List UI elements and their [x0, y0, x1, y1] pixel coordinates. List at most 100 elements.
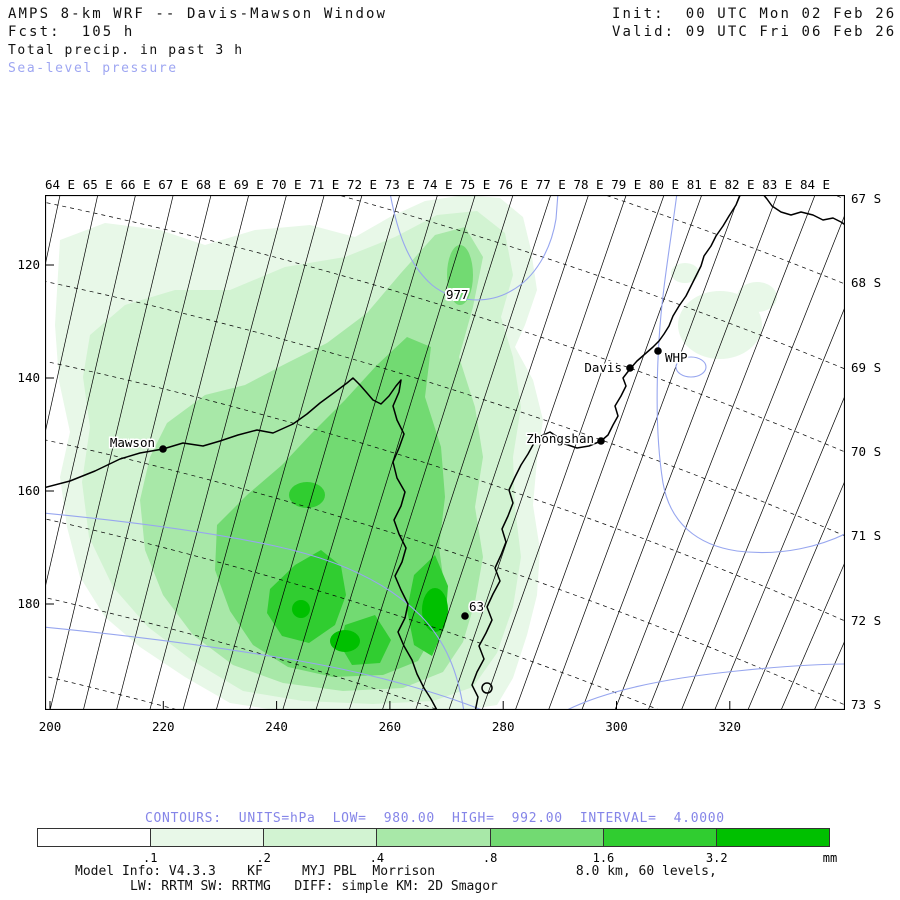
meridian-line	[747, 479, 845, 710]
meridian-line	[315, 195, 476, 710]
axis-label-lon: 73 E	[384, 177, 415, 192]
axis-label-lon: 82 E	[724, 177, 755, 192]
axis-label-lat: 69 S	[851, 359, 882, 375]
forecast-hour-label: Fcst: 105 h	[8, 24, 135, 40]
colorbar-cell	[264, 829, 378, 846]
colorbar-cell	[603, 829, 717, 846]
station-markers: Mawson Davis WHP Zhongshan 63	[108, 347, 689, 620]
axis-label-lon: 65 E	[82, 177, 113, 192]
colorbar-cell	[38, 829, 152, 846]
axis-label-grid-x: 260	[378, 719, 402, 734]
station-label-mawson: Mawson	[110, 435, 155, 450]
meridian-line	[681, 306, 845, 710]
valid-time-label: Valid: 09 UTC Fri 06 Feb 26	[612, 24, 897, 40]
station-marker-mawson	[159, 445, 167, 453]
meridian-line	[45, 195, 99, 435]
colorbar-tick-label: 3.2	[705, 851, 728, 865]
meridian-line	[813, 639, 845, 710]
meridian-line	[381, 195, 552, 710]
meridian-line	[514, 195, 703, 710]
meridian-line	[448, 195, 627, 710]
precipitation-shading	[55, 195, 777, 710]
map-text: 977	[444, 285, 471, 304]
meridian-line	[647, 213, 845, 710]
colorbar-cell	[151, 829, 265, 846]
axis-ticks	[45, 264, 731, 710]
meridian-line	[215, 195, 363, 710]
axis-label-lon: 71 E	[309, 177, 340, 192]
meridian-line	[348, 195, 514, 710]
axis-label-grid-x: 220	[152, 719, 175, 734]
axis-label-grid-x: 320	[718, 719, 742, 734]
axis-label-lon: 70 E	[271, 177, 302, 192]
map-frame: Mawson Davis WHP Zhongshan 63 977	[44, 194, 846, 711]
meridian-line	[780, 561, 845, 710]
axis-label-grid-x: 280	[491, 719, 515, 734]
axis-label-lon: 78 E	[573, 177, 604, 192]
meridian-line	[282, 195, 438, 710]
station-label-63: 63	[469, 599, 484, 614]
meridian-line	[614, 195, 816, 710]
axis-label-lat: 68 S	[851, 275, 882, 291]
axis-label-grid-y: 160	[17, 483, 40, 498]
axis-label-lon: 79 E	[611, 177, 642, 192]
axis-label-lon: 77 E	[535, 177, 566, 192]
axis-label-lon: 67 E	[158, 177, 189, 192]
axis-label-lon: 66 E	[120, 177, 151, 192]
map-border	[44, 194, 846, 711]
axis-label-lat: 70 S	[851, 443, 882, 459]
meridian-line	[481, 195, 665, 710]
station-marker-zhongshan	[597, 437, 605, 445]
meridian-line	[581, 195, 778, 710]
model-info-line2: LW: RRTM SW: RRTMG DIFF: simple KM: 2D S…	[130, 879, 498, 894]
colorbar-cell	[490, 829, 604, 846]
station-label-davis: Davis	[584, 360, 622, 375]
axis-label-lon: 83 E	[762, 177, 793, 192]
colorbar-tick-label: .2	[256, 851, 271, 865]
axis-label-grid-y: 120	[17, 257, 40, 272]
map-canvas: Mawson Davis WHP Zhongshan 63 977	[44, 194, 846, 711]
axis-label-grid-x: 300	[605, 719, 628, 734]
station-marker-whp	[654, 347, 662, 355]
sea-level-pressure-contours	[45, 195, 845, 710]
colorbar	[37, 828, 830, 847]
axis-label-lat: 71 S	[851, 528, 882, 544]
colorbar-tick-label: .8	[482, 851, 498, 865]
colorbar-tick-label: 1.6	[592, 851, 615, 865]
colorbar-tick-label: .1	[143, 851, 158, 865]
axis-label-lon: 68 E	[195, 177, 227, 192]
axis-label-grid-x: 240	[265, 719, 288, 734]
station-marker-davis	[626, 364, 634, 372]
colorbar-cell	[377, 829, 491, 846]
axis-label-lon: 76 E	[497, 177, 529, 192]
colorbar-tick-label: .4	[369, 851, 385, 865]
meridian-line	[45, 195, 136, 590]
colorbar-cell	[716, 829, 829, 846]
colorbar-unit-label: mm	[822, 851, 838, 865]
axis-label-lon: 72 E	[346, 177, 378, 192]
axis-label-lon: 84 E	[799, 177, 831, 192]
axis-label-grid-y: 180	[17, 596, 40, 611]
init-time-label: Init: 00 UTC Mon 02 Feb 26	[612, 6, 897, 22]
meridian-line	[548, 195, 740, 710]
meridian-line	[415, 195, 589, 710]
meridian-line	[249, 195, 401, 710]
axis-label-lon: 74 E	[422, 177, 453, 192]
contour-legend-text: CONTOURS: UNITS=hPa LOW= 980.00 HIGH= 99…	[145, 811, 725, 826]
axis-label-lat: 72 S	[851, 612, 882, 628]
station-label-zhongshan: Zhongshan	[526, 431, 594, 446]
coastline	[45, 195, 845, 710]
plot-title: AMPS 8-km WRF -- Davis-Mawson Window	[8, 6, 388, 22]
axis-label-lon: 75 E	[460, 177, 491, 192]
axis-label-lon: 80 E	[648, 177, 680, 192]
model-info-line1: Model Info: V4.3.3 KF MYJ PBL Morrison 8…	[75, 864, 717, 879]
axis-label-lat: 73 S	[851, 696, 882, 712]
axis-label-lon: 69 E	[233, 177, 264, 192]
station-marker-63	[461, 612, 469, 620]
axis-label-lon: 81 E	[686, 177, 717, 192]
field-secondary-label: Sea-level pressure	[8, 61, 178, 76]
meridian-line	[714, 394, 845, 710]
meridian-line	[49, 195, 174, 710]
meridian-line	[182, 195, 325, 710]
meridian-line	[149, 195, 287, 710]
